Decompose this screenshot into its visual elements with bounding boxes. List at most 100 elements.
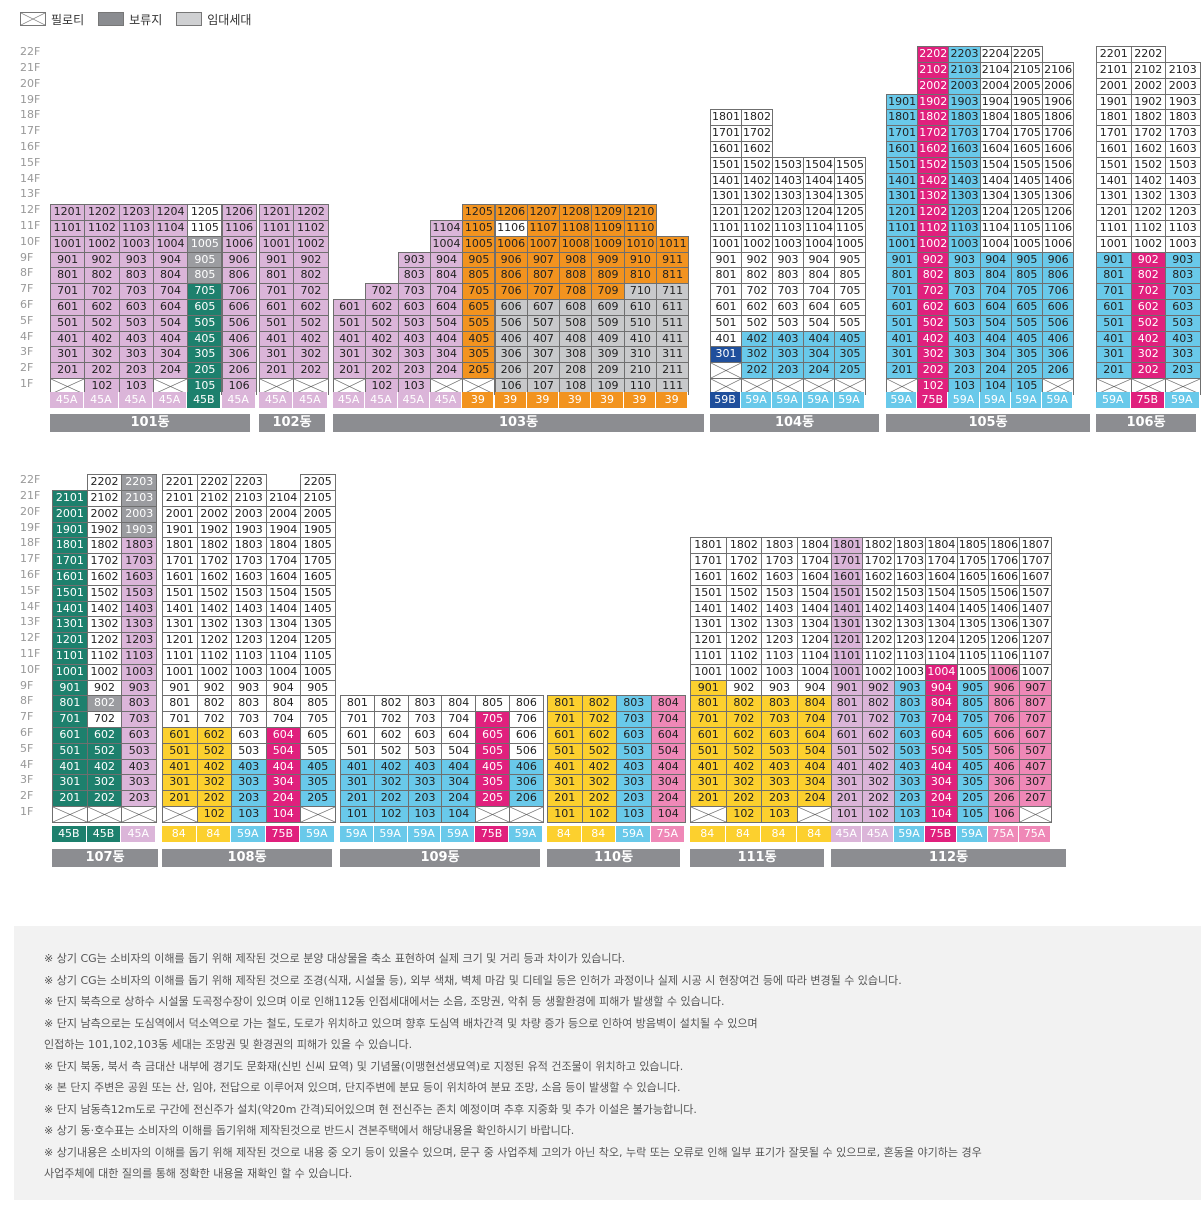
unit-cell: 901: [831, 679, 864, 697]
unit-cell: 601: [1096, 299, 1132, 316]
unit-cell: 902: [84, 251, 120, 269]
unit-cell: 1802: [741, 109, 773, 127]
unit-cell: 702: [862, 711, 895, 728]
unit-cell: 1602: [725, 569, 763, 586]
unit-cell: 605: [1010, 299, 1043, 316]
unit-cell: 2202: [917, 46, 950, 63]
unit-cell: 804: [152, 267, 189, 285]
unit-cell: 1009: [591, 235, 625, 253]
unit-cell: 202: [196, 790, 232, 807]
unit-cell: 1106: [1042, 220, 1075, 237]
unit-cell: 702: [725, 711, 763, 728]
unit-cell: 1404: [265, 600, 301, 618]
unit-cell: 501: [259, 314, 295, 332]
unit-cell: 502: [741, 314, 773, 332]
floor-label: 18F: [20, 536, 41, 550]
unit-cell: 1702: [725, 553, 763, 570]
unit-cell: 1601: [690, 569, 727, 586]
unit-type-label: 39: [656, 392, 689, 408]
unit-cell: 2001: [52, 505, 88, 523]
floor-label: 9F: [20, 678, 34, 692]
unit-cell: 1501: [52, 584, 88, 602]
unit-cell: 906: [221, 251, 257, 269]
unit-cell: 1603: [121, 569, 158, 586]
unit-cell: 1107: [526, 220, 561, 237]
unit-cell: 1302: [1130, 188, 1166, 206]
unit-cell: 1701: [710, 125, 742, 142]
unit-cell: 605: [462, 299, 496, 316]
note-line: 사업주체에 대한 질의를 통해 정확한 내용을 재확인 할 수 있습니다.: [44, 1167, 353, 1180]
unit-cell: 604: [429, 299, 464, 316]
unit-cell: 301: [547, 774, 583, 792]
unit-cell: 302: [86, 774, 123, 792]
unit-cell: 2103: [121, 490, 158, 507]
unit-cell: 201: [831, 790, 864, 807]
unit-cell: 906: [988, 679, 1021, 697]
unit-cell: 902: [293, 251, 329, 269]
unit-cell: 1205: [834, 204, 866, 221]
unit-cell: 1204: [979, 204, 1012, 221]
unit-cell: 505: [187, 314, 223, 332]
unit-cell: 1202: [84, 204, 120, 221]
unit-cell: 1404: [796, 600, 834, 618]
unit-cell: 1504: [979, 156, 1012, 174]
unit-cell: 206: [221, 362, 257, 379]
unit-cell: 1701: [690, 553, 727, 570]
floor-label: 13F: [20, 615, 41, 629]
floor-label: 11F: [20, 219, 41, 232]
unit-cell: 401: [710, 330, 742, 348]
floor-label: 8F: [20, 266, 34, 280]
note-line: ※ 상기 CG는 소비자의 이해를 돕기 위해 제작된 것으로 분양 대상물을 …: [44, 952, 626, 965]
unit-cell: 303: [231, 774, 267, 792]
unit-cell: 405: [475, 758, 510, 776]
unit-cell: 206: [509, 790, 544, 807]
unit-cell: 402: [862, 758, 895, 776]
unit-cell: 906: [494, 251, 528, 269]
unit-cell: 506: [1042, 314, 1075, 332]
unit-cell: 904: [979, 251, 1012, 269]
unit-cell: 206: [988, 790, 1021, 807]
unit-cell: 2105: [300, 490, 336, 507]
unit-cell: 1507: [1019, 584, 1052, 602]
unit-cell: 609: [591, 299, 625, 316]
unit-cell: 1701: [1096, 125, 1132, 142]
unit-cell: 804: [803, 267, 835, 285]
unit-cell: 406: [509, 758, 544, 776]
unit-cell: 1007: [1019, 663, 1052, 681]
unit-cell: 1602: [862, 569, 895, 586]
unit-cell: 503: [616, 742, 652, 760]
unit-cell: 1903: [948, 93, 981, 111]
unit-cell: 305: [187, 346, 223, 364]
unit-cell: 1503: [948, 156, 981, 174]
unit-cell: 704: [650, 711, 686, 728]
unit-cell: 705: [187, 283, 223, 300]
unit-cell: 1804: [796, 537, 834, 555]
unit-cell: 1102: [84, 220, 120, 237]
unit-cell: 307: [526, 346, 561, 364]
unit-cell: 310: [623, 346, 657, 364]
unit-cell: 805: [475, 695, 510, 713]
unit-cell: 1804: [265, 537, 301, 555]
unit-cell: 202: [741, 362, 773, 379]
unit-cell: 903: [893, 679, 927, 697]
unit-cell: 901: [710, 251, 742, 269]
unit-cell: 607: [526, 299, 561, 316]
unit-cell: 903: [761, 679, 798, 697]
unit-cell: 611: [656, 299, 690, 316]
unit-cell: 1104: [803, 220, 835, 237]
unit-cell: 1306: [988, 616, 1021, 634]
unit-cell: 807: [526, 267, 561, 285]
building-label-104: 104동: [710, 414, 879, 432]
unit-cell: 706: [988, 711, 1021, 728]
unit-cell: 201: [1096, 362, 1132, 379]
unit-cell: 1001: [52, 663, 88, 681]
floor-label: 11F: [20, 647, 41, 660]
unit-cell: 910: [623, 251, 657, 269]
unit-cell: 1007: [526, 235, 561, 253]
unit-cell: 1402: [1130, 172, 1166, 190]
unit-cell: 1603: [231, 569, 267, 586]
unit-cell: 305: [834, 346, 866, 364]
unit-cell: 903: [118, 251, 154, 269]
unit-cell: 905: [300, 679, 336, 697]
unit-cell: 606: [221, 299, 257, 316]
